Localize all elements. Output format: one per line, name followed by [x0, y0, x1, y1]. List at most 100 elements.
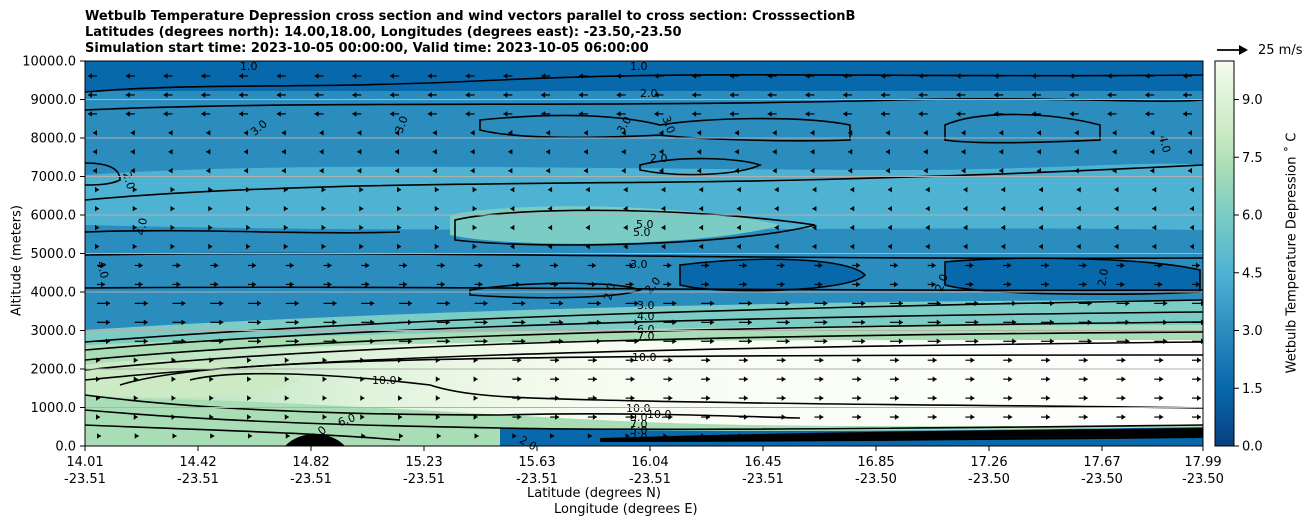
wind-vector-head	[398, 357, 403, 364]
wind-vector-head	[209, 357, 214, 364]
wind-vector-head	[818, 262, 823, 269]
wind-vector-head	[734, 130, 739, 136]
wind-vector-head	[483, 319, 488, 326]
wind-vector-head	[927, 433, 932, 439]
wind-vector-head	[932, 395, 937, 401]
wind-vector-head	[734, 167, 739, 174]
wind-vector-head	[810, 167, 815, 174]
wind-vector-head	[319, 167, 324, 174]
wind-vector-head	[201, 73, 206, 79]
wind-vector-head	[1036, 130, 1041, 136]
wind-vector-head	[133, 395, 138, 401]
wind-vector-head	[541, 73, 546, 79]
wind-vector-head	[1197, 395, 1201, 401]
wind-vector-head	[170, 243, 175, 250]
wind-vector-head	[621, 148, 626, 155]
wind-vector-head	[1152, 224, 1157, 231]
wind-vector-head	[1076, 224, 1081, 231]
wind-vector-head	[729, 92, 734, 98]
wind-vector-head	[1045, 414, 1050, 420]
wind-vector-head	[427, 92, 432, 98]
wind-vector-head	[133, 414, 138, 420]
contour-label: 4.0	[94, 260, 111, 280]
wind-vector-head	[97, 433, 101, 439]
wind-vector-head	[314, 73, 319, 79]
wind-vector-head	[1125, 338, 1130, 345]
x-tick-label-lat: 16.04	[631, 455, 668, 470]
contour-line	[85, 341, 1203, 381]
wind-vector-head	[403, 262, 408, 269]
wind-vector-head	[281, 148, 286, 155]
wind-vector-head	[963, 186, 968, 193]
wind-vector-head	[327, 281, 332, 288]
wind-vector-head	[857, 414, 862, 420]
wind-vector-head	[623, 205, 628, 212]
wind-vector-head	[138, 262, 143, 269]
wind-vector-head	[932, 357, 937, 364]
wind-vector-head	[970, 357, 975, 364]
wind-vector-head	[214, 281, 219, 288]
wind-vector-head	[365, 262, 370, 269]
wind-vector-head	[548, 224, 553, 231]
wind-vector-head	[1049, 300, 1054, 307]
wind-vector-head	[1120, 262, 1125, 269]
wind-vector-head	[880, 73, 885, 79]
wind-vector-head	[880, 111, 885, 117]
wind-vector-head	[319, 148, 324, 155]
wind-vector-head	[284, 357, 289, 364]
wind-vector-head	[1069, 111, 1074, 117]
wind-vector-head	[923, 148, 928, 155]
y-tick-label: 0.0	[55, 440, 76, 455]
wind-vector-head	[780, 262, 785, 269]
wind-vector-head	[398, 395, 403, 401]
wind-vector-head	[856, 262, 861, 269]
wind-vector-head	[616, 73, 621, 79]
wind-vector-head	[399, 433, 404, 439]
wind-vector-head	[932, 376, 937, 382]
wind-vector-head	[395, 130, 400, 136]
wind-vector-head	[125, 73, 130, 79]
wind-vector-head	[284, 395, 289, 401]
wind-vector-head	[697, 148, 702, 155]
wind-vector-head	[434, 205, 439, 212]
wind-vector-head	[767, 111, 772, 117]
contour-label: 10.0	[632, 351, 657, 364]
wind-vector-head	[692, 92, 697, 98]
wind-vector-head	[1183, 111, 1187, 117]
wind-vector-head	[294, 300, 299, 307]
wind-vector-head	[93, 167, 97, 174]
wind-vector-head	[445, 319, 450, 326]
wind-vector-head	[541, 111, 546, 117]
wind-vector-head	[710, 319, 715, 326]
wind-vector-head	[95, 205, 99, 212]
wind-vector-head	[672, 338, 677, 345]
wind-vector-head	[1083, 357, 1088, 364]
wind-vector-head	[352, 73, 357, 79]
wind-vector-head	[585, 205, 590, 212]
wind-vector-head	[508, 148, 513, 155]
wind-vector-head	[172, 433, 177, 439]
wind-vector-head	[130, 148, 135, 155]
contour-line	[85, 311, 1203, 351]
wind-vector-head	[776, 433, 781, 439]
wind-vector-head	[171, 414, 176, 420]
wind-vector-head	[247, 357, 252, 364]
wind-vector-head	[132, 224, 137, 231]
contour-label: 3.0	[659, 114, 677, 135]
wind-vector-head	[206, 130, 211, 136]
wind-vector-head	[629, 281, 634, 288]
wind-vector-head	[1183, 73, 1187, 79]
wind-vector-head	[106, 338, 110, 345]
wind-vector-head	[1152, 205, 1157, 212]
wind-vector-head	[774, 205, 779, 212]
wind-vector-head	[1082, 281, 1087, 288]
wind-vector-head	[219, 338, 224, 345]
wind-vector-head	[887, 186, 892, 193]
wind-vector-head	[970, 414, 975, 420]
wind-vector-head	[95, 243, 99, 250]
wind-vector-head	[856, 281, 861, 288]
wind-vector-head	[283, 205, 288, 212]
contour-line	[479, 114, 851, 142]
wind-vector-head	[473, 357, 478, 364]
wind-vector-head	[281, 130, 286, 136]
